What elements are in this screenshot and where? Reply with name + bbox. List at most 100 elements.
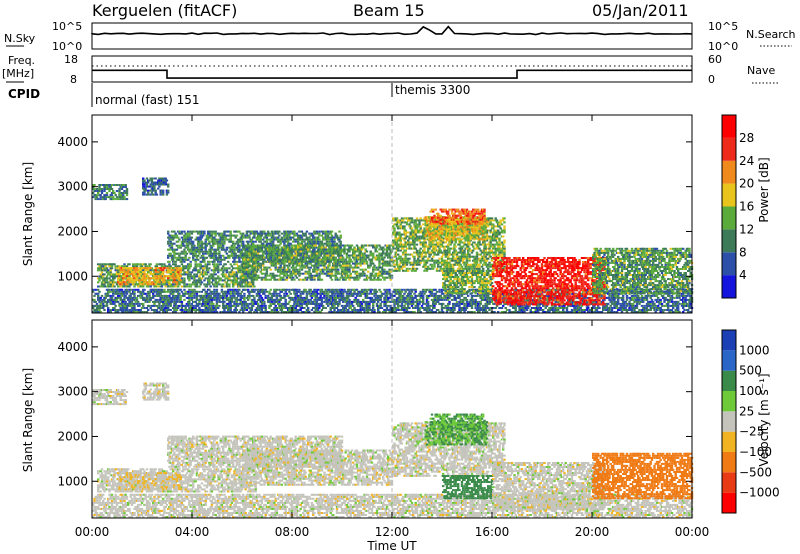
- scatter-cell: [313, 288, 316, 291]
- scatter-cell: [140, 267, 144, 270]
- scatter-cell: [203, 232, 206, 235]
- scatter-cell: [225, 269, 229, 272]
- scatter-cell: [334, 302, 337, 305]
- scatter-cell: [490, 298, 494, 301]
- scatter-cell: [419, 290, 422, 293]
- scatter-cell: [440, 309, 444, 311]
- scatter-cell: [193, 244, 196, 247]
- scatter-cell: [379, 298, 382, 301]
- scatter-cell: [225, 267, 229, 270]
- scatter-cell: [255, 300, 259, 303]
- scatter-cell: [133, 298, 136, 301]
- scatter-cell: [157, 285, 160, 288]
- scatter-cell: [153, 181, 156, 184]
- scatter-cell: [150, 183, 154, 186]
- scatter-cell: [628, 300, 631, 303]
- scatter-cell: [140, 279, 144, 282]
- scatter-cell: [217, 244, 220, 247]
- scatter-cell: [195, 275, 199, 278]
- scatter-cell: [667, 309, 670, 311]
- scatter-cell: [417, 302, 420, 305]
- scatter-cell: [198, 240, 201, 243]
- scatter-cell: [474, 298, 477, 301]
- scatter-cell: [143, 311, 146, 313]
- scatter-cell: [188, 250, 191, 253]
- scatter-cell: [439, 302, 442, 305]
- scatter-cell: [154, 189, 157, 192]
- scatter-cell: [219, 283, 222, 286]
- scatter-cell: [172, 281, 175, 284]
- scatter-cell: [349, 311, 352, 313]
- scatter-cell: [415, 300, 419, 303]
- scatter-cell: [422, 300, 425, 303]
- scatter-cell: [119, 285, 122, 288]
- scatter-cell: [173, 309, 176, 311]
- scatter-cell: [622, 298, 625, 301]
- scatter-cell: [208, 242, 211, 245]
- scatter-cell: [364, 288, 367, 291]
- scatter-cell: [142, 290, 145, 293]
- scatter-cell: [370, 309, 374, 311]
- power-scatter: [92, 177, 694, 313]
- scatter-cell: [180, 236, 184, 239]
- scatter-cell: [223, 279, 226, 282]
- scatter-cell: [423, 292, 426, 295]
- scatter-cell: [357, 311, 360, 313]
- scatter-cell: [353, 290, 356, 293]
- scatter-cell: [494, 307, 497, 309]
- scatter-cell: [430, 309, 434, 311]
- scatter-cell: [684, 296, 687, 299]
- scatter-cell: [93, 188, 96, 190]
- scatter-cell: [127, 302, 130, 305]
- scatter-cell: [380, 300, 384, 303]
- scatter-cell: [347, 311, 350, 313]
- scatter-cell: [194, 311, 197, 313]
- scatter-cell: [464, 309, 467, 311]
- scatter-cell: [133, 290, 136, 293]
- scatter-cell: [354, 309, 357, 311]
- scatter-cell: [262, 298, 265, 301]
- scatter-cell: [303, 311, 306, 313]
- scatter-cell: [108, 288, 111, 291]
- scatter-cell: [143, 193, 146, 196]
- scatter-cell: [173, 298, 176, 301]
- scatter-cell: [377, 296, 380, 299]
- scatter-cell: [188, 309, 191, 311]
- scatter-cell: [497, 311, 500, 313]
- scatter-cell: [215, 290, 219, 293]
- cpid-label: CPID: [8, 87, 40, 101]
- scatter-cell: [514, 309, 517, 311]
- scatter-cell: [477, 311, 480, 313]
- scatter-cell: [105, 192, 109, 194]
- scatter-cell: [167, 242, 170, 245]
- scatter-cell: [160, 290, 164, 293]
- scatter-cell: [124, 304, 127, 307]
- scatter-cell: [250, 294, 254, 297]
- scatter-cell: [384, 309, 387, 311]
- scatter-cell: [229, 288, 232, 291]
- scatter-cell: [270, 311, 274, 313]
- scatter-cell: [183, 260, 186, 263]
- scatter-cell: [143, 267, 146, 270]
- scatter-cell: [218, 246, 221, 249]
- scatter-cell: [377, 311, 380, 313]
- scatter-cell: [213, 298, 216, 301]
- scatter-cell: [234, 307, 237, 309]
- scatter-cell: [127, 279, 130, 282]
- scatter-cell: [214, 307, 217, 309]
- scatter-cell: [94, 198, 97, 201]
- scatter-cell: [440, 304, 444, 307]
- scatter-cell: [383, 288, 386, 291]
- scatter-cell: [339, 294, 342, 297]
- scatter-cell: [184, 256, 187, 259]
- scatter-cell: [105, 302, 109, 305]
- scatter-cell: [104, 194, 107, 197]
- scatter-cell: [158, 292, 161, 295]
- scatter-cell: [238, 230, 241, 233]
- scatter-cell: [329, 290, 332, 293]
- scatter-cell: [234, 288, 237, 291]
- scatter-cell: [608, 309, 611, 311]
- scatter-cell: [144, 300, 147, 303]
- scatter-cell: [203, 311, 206, 313]
- scatter-cell: [200, 277, 204, 280]
